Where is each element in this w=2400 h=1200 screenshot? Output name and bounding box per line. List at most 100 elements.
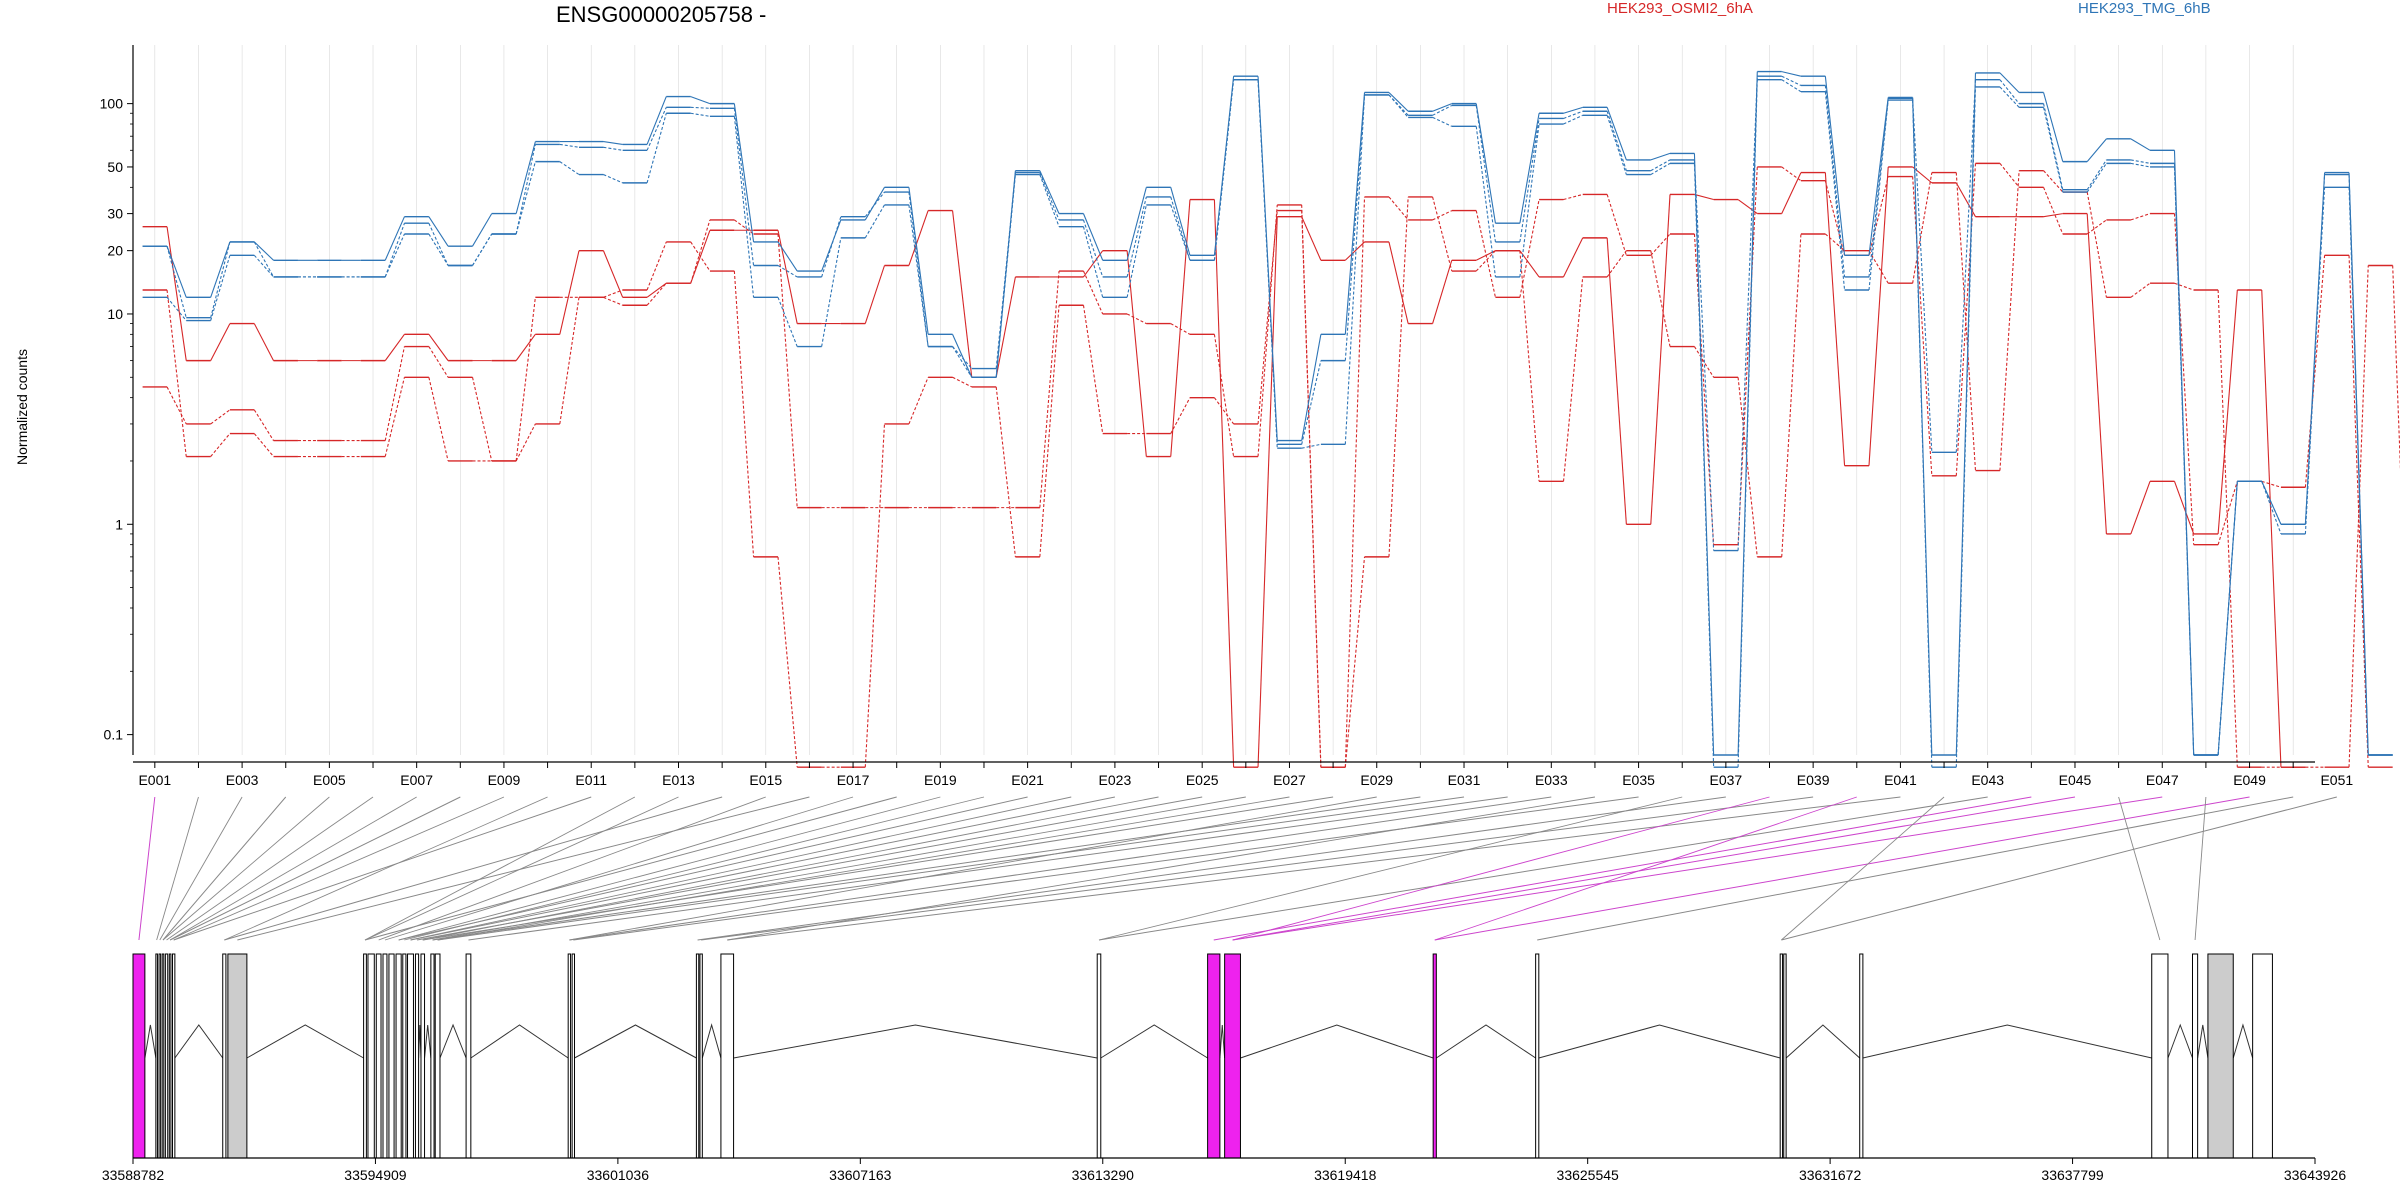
bin-connector <box>690 241 711 272</box>
exon-connector <box>364 796 636 941</box>
intron-line <box>2197 1024 2209 1059</box>
bin-connector <box>908 191 929 347</box>
exon-connector <box>416 796 1203 941</box>
exon <box>402 953 407 1159</box>
bin-connector <box>1344 196 1366 768</box>
exon-connector <box>173 796 505 941</box>
bin-connector <box>166 246 187 318</box>
bin-connector <box>952 210 973 378</box>
bin-connector <box>646 113 667 184</box>
exon-label: E005 <box>313 772 346 788</box>
bin-connector <box>1519 118 1540 243</box>
bin-connector <box>1912 98 1933 453</box>
bin-connector <box>1824 180 1846 256</box>
bin-connector <box>2130 213 2151 221</box>
exon-label: E017 <box>837 772 870 788</box>
bin-connector <box>2261 289 2282 768</box>
y-axis-label: Normalized counts <box>14 349 30 465</box>
bin-connector <box>995 172 1016 369</box>
exon-connector <box>166 796 374 941</box>
exon <box>382 953 388 1159</box>
bin-connector <box>2173 166 2195 756</box>
exon-connector <box>162 796 287 941</box>
bin-connector <box>1868 166 1889 466</box>
bin-connector <box>646 282 667 306</box>
intron-line <box>424 1024 432 1059</box>
bin-connector <box>1781 79 1802 93</box>
bin-connector <box>690 112 711 117</box>
bin-connector <box>384 334 405 361</box>
bin-connector <box>253 323 275 361</box>
exon-connector <box>384 796 854 941</box>
bin-connector <box>384 216 405 261</box>
bin-connector <box>1388 94 1409 116</box>
bin-connector <box>777 297 798 347</box>
vertical-gridlines <box>154 45 2294 755</box>
bin-connector <box>1519 123 1540 277</box>
bin-connector <box>2086 163 2107 193</box>
bin-connector <box>1082 226 1104 298</box>
bin-connector <box>166 289 187 457</box>
exon-label: E025 <box>1186 772 1219 788</box>
bin-connector <box>1606 107 1627 161</box>
exon-highlighted <box>132 953 146 1159</box>
bin-connector <box>1868 176 1889 256</box>
bin-connector <box>1519 199 1540 298</box>
exon <box>571 953 576 1159</box>
exon-label: E043 <box>1971 772 2004 788</box>
genomic-tick-label: 33601036 <box>587 1167 650 1183</box>
bin-connector <box>2043 107 2064 193</box>
genomic-tick-label: 33588782 <box>102 1167 165 1183</box>
exon <box>699 953 703 1159</box>
exon-connector <box>162 796 330 941</box>
bin-connector <box>515 144 536 235</box>
exon <box>567 953 572 1159</box>
exon-connector <box>1213 796 2032 941</box>
bin-connector <box>1563 106 1583 114</box>
bin-connector <box>1912 172 1933 284</box>
bin-connector <box>1999 170 2020 471</box>
exon <box>388 953 395 1159</box>
exon <box>161 953 165 1159</box>
bin-connector <box>734 219 754 235</box>
bin-connector <box>2043 92 2064 162</box>
exon-connector <box>701 796 1814 941</box>
exon <box>227 953 248 1159</box>
bin-connector <box>428 377 449 462</box>
exon-label: E045 <box>2059 772 2092 788</box>
bin-connector <box>1039 174 1060 227</box>
series-tmg-replicate-3 <box>142 78 2393 768</box>
bin-connector <box>384 346 405 441</box>
bin-connector <box>2217 481 2238 756</box>
bin-connector <box>1781 75 1802 86</box>
exon <box>395 953 402 1159</box>
bin-connector <box>603 141 623 145</box>
bin-connector <box>559 143 580 148</box>
bin-connector <box>1213 397 1235 425</box>
y-tick-label: 50 <box>107 159 123 175</box>
exon-highlighted <box>1432 953 1437 1159</box>
bin-connector <box>864 265 886 324</box>
exon-label: E009 <box>488 772 521 788</box>
bin-connector <box>1475 250 1496 272</box>
bin-connector <box>690 96 711 105</box>
bin-connector <box>1170 196 1191 261</box>
bin-connector <box>166 386 187 425</box>
genomic-tick-label: 33607163 <box>829 1167 892 1183</box>
bin-connector <box>777 230 798 324</box>
bin-connector <box>1824 172 1846 466</box>
intron-line <box>1100 1024 1208 1059</box>
exon <box>1096 953 1102 1159</box>
exon-connector <box>1232 796 1770 941</box>
bin-connector <box>2348 265 2369 768</box>
bin-connector <box>210 255 231 321</box>
exon-connector <box>569 796 1377 941</box>
y-tick-label: 0.1 <box>104 727 124 743</box>
bin-connector <box>1868 99 1889 291</box>
exon <box>434 953 441 1159</box>
bin-connector <box>472 233 493 266</box>
bin-connector <box>1737 377 1758 557</box>
bin-connector <box>253 254 274 278</box>
bin-connector <box>1563 110 1583 119</box>
exon-connector <box>422 796 1334 941</box>
